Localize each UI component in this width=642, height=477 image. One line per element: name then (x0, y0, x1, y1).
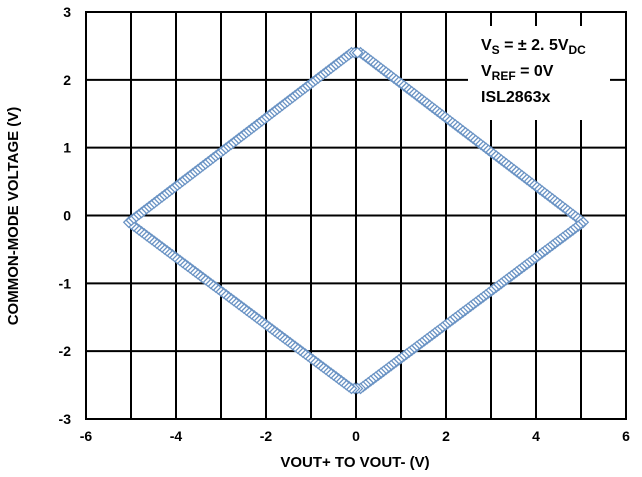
y-tick-label: -2 (59, 343, 72, 359)
y-tick-label: -3 (59, 411, 72, 427)
y-axis-title: COMMON-MODE VOLTAGE (V) (5, 107, 22, 326)
annotation-line-3: ISL2863x (481, 89, 550, 106)
annotation-line-2: VREF = 0V (481, 63, 554, 83)
x-tick-label: -6 (80, 428, 93, 444)
annotation-box (468, 26, 610, 120)
x-tick-label: 4 (532, 428, 540, 444)
y-tick-labels: 3 2 1 0 -1 -2 -3 (59, 4, 72, 427)
y-tick-label: 0 (63, 208, 71, 224)
data-point-marker (351, 46, 364, 59)
y-tick-label: -1 (59, 275, 72, 291)
x-tick-label: -4 (170, 428, 183, 444)
y-tick-label: 3 (63, 4, 71, 20)
x-tick-label: -2 (260, 428, 273, 444)
y-tick-label: 2 (63, 72, 71, 88)
plot-area-frame (85, 11, 627, 420)
x-tick-labels: -6 -4 -2 0 2 4 6 (80, 428, 630, 444)
x-tick-label: 6 (622, 428, 630, 444)
x-tick-label: 0 (352, 428, 360, 444)
y-tick-label: 1 (63, 140, 71, 156)
x-axis-title: VOUT+ TO VOUT- (V) (280, 454, 429, 471)
data-series (122, 46, 590, 395)
annotation-line-1: VS = ± 2. 5VDC (481, 37, 586, 57)
x-tick-label: 2 (442, 428, 450, 444)
